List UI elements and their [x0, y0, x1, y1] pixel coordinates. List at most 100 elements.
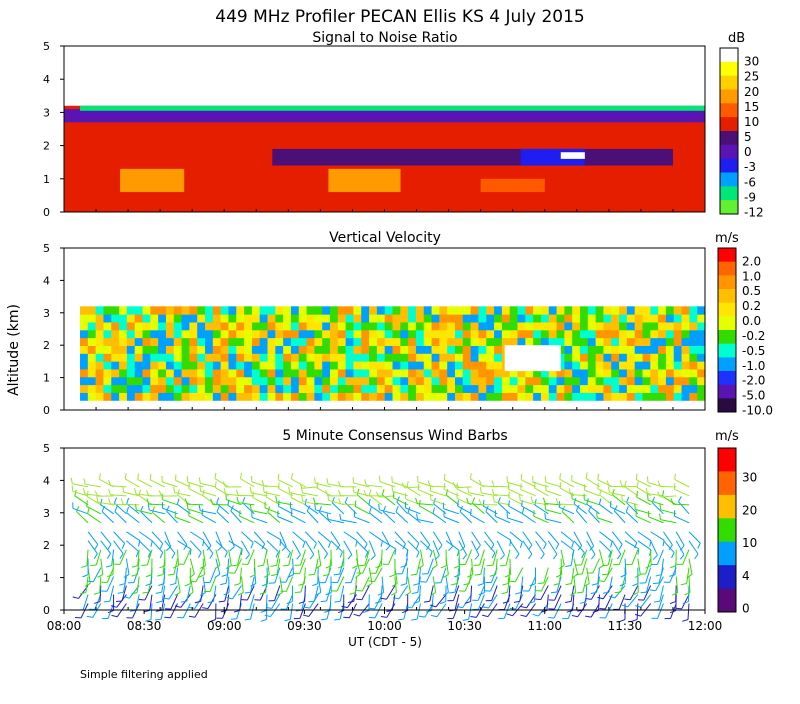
velocity-cell [385, 306, 393, 314]
velocity-cell [307, 392, 315, 400]
colorbar-swatch [718, 385, 736, 399]
velocity-cell [158, 392, 166, 400]
velocity-cell [205, 330, 213, 338]
velocity-cell [189, 314, 197, 322]
velocity-cell [88, 345, 96, 353]
wind-barb-flag [303, 615, 309, 617]
velocity-cell [549, 330, 557, 338]
wind-barb [574, 541, 585, 553]
velocity-cell [393, 392, 401, 400]
colorbar-label: -1.0 [742, 359, 765, 373]
velocity-heatmap [64, 248, 706, 410]
wind-barb-flag [493, 496, 494, 502]
wind-barb-flag [556, 498, 558, 504]
velocity-cell [518, 314, 526, 322]
velocity-cell [643, 314, 651, 322]
wind-barb-flag [647, 477, 648, 483]
wind-barb-flag [297, 555, 301, 560]
wind-barb-flag [327, 478, 328, 484]
velocity-cell [135, 377, 143, 385]
wind-barb-flag [321, 601, 327, 602]
wind-barb-flag [680, 555, 684, 560]
velocity-cell [572, 322, 580, 330]
velocity-cell [361, 306, 369, 314]
velocity-cell [533, 392, 541, 400]
velocity-cell [314, 353, 322, 361]
wind-barb [151, 604, 152, 620]
velocity-cell [439, 392, 447, 400]
wind-barb-flag [208, 601, 214, 602]
wind-barb [510, 559, 511, 575]
wind-barb [658, 604, 664, 619]
velocity-cell [291, 361, 299, 369]
wind-barb-flag [218, 547, 222, 551]
velocity-cell [385, 314, 393, 322]
velocity-cell [197, 330, 205, 338]
velocity-cell [182, 338, 190, 346]
velocity-cell [369, 385, 377, 393]
wind-barb-flag [131, 592, 137, 593]
wind-barb-flag [626, 506, 628, 512]
velocity-cell [541, 330, 549, 338]
wind-barb [354, 517, 369, 523]
wind-barb-flag [283, 565, 289, 566]
velocity-cell [166, 338, 174, 346]
velocity-cell [541, 306, 549, 314]
velocity-cell [580, 392, 588, 400]
velocity-cell [338, 377, 346, 385]
colorbar-swatch [718, 471, 736, 495]
velocity-cell [299, 306, 307, 314]
wind-barb-flag [72, 485, 73, 491]
velocity-cell [525, 385, 533, 393]
wind-barb [305, 541, 313, 555]
wind-barb-flag [245, 592, 251, 593]
velocity-cell [697, 392, 705, 400]
velocity-cell [361, 330, 369, 338]
velocity-cell [88, 369, 96, 377]
wind-barb [504, 604, 510, 619]
velocity-cell [103, 392, 111, 400]
velocity-cell [478, 385, 486, 393]
wind-barb [587, 532, 594, 546]
velocity-cell [111, 345, 119, 353]
velocity-cell [252, 306, 260, 314]
velocity-cell [689, 369, 697, 377]
velocity-cell [494, 369, 502, 377]
velocity-cell [416, 314, 424, 322]
velocity-cell [127, 338, 135, 346]
velocity-cell [603, 361, 611, 369]
velocity-cell [432, 361, 440, 369]
velocity-cell [439, 353, 447, 361]
velocity-cell [299, 385, 307, 393]
velocity-cell [158, 369, 166, 377]
velocity-cell [455, 338, 463, 346]
wind-barb-flag [263, 486, 264, 492]
velocity-cell [447, 345, 455, 353]
wind-barb [291, 515, 305, 522]
wind-barb [541, 586, 549, 600]
velocity-cell [88, 361, 96, 369]
velocity-cell [494, 314, 502, 322]
colorbar-label: 25 [744, 70, 759, 84]
wind-barb-flag [507, 614, 513, 616]
wind-barb [484, 541, 495, 553]
velocity-cell [385, 369, 393, 377]
velocity-cell [486, 330, 494, 338]
velocity-cell [478, 353, 486, 361]
velocity-cell [564, 353, 572, 361]
wind-barb-flag [566, 583, 572, 584]
colorbar-label: 0.0 [742, 314, 761, 328]
wind-barb [278, 488, 292, 495]
wind-barb [444, 509, 459, 514]
velocity-cell [455, 361, 463, 369]
velocity-cell [221, 330, 229, 338]
wind-barb-flag [378, 593, 383, 596]
velocity-cell [314, 306, 322, 314]
velocity-cell [439, 314, 447, 322]
wind-barb-flag [97, 496, 98, 502]
velocity-cell [697, 345, 705, 353]
wind-barb [399, 586, 408, 599]
velocity-cell [260, 392, 268, 400]
velocity-cell [299, 369, 307, 377]
velocity-cell [463, 377, 471, 385]
